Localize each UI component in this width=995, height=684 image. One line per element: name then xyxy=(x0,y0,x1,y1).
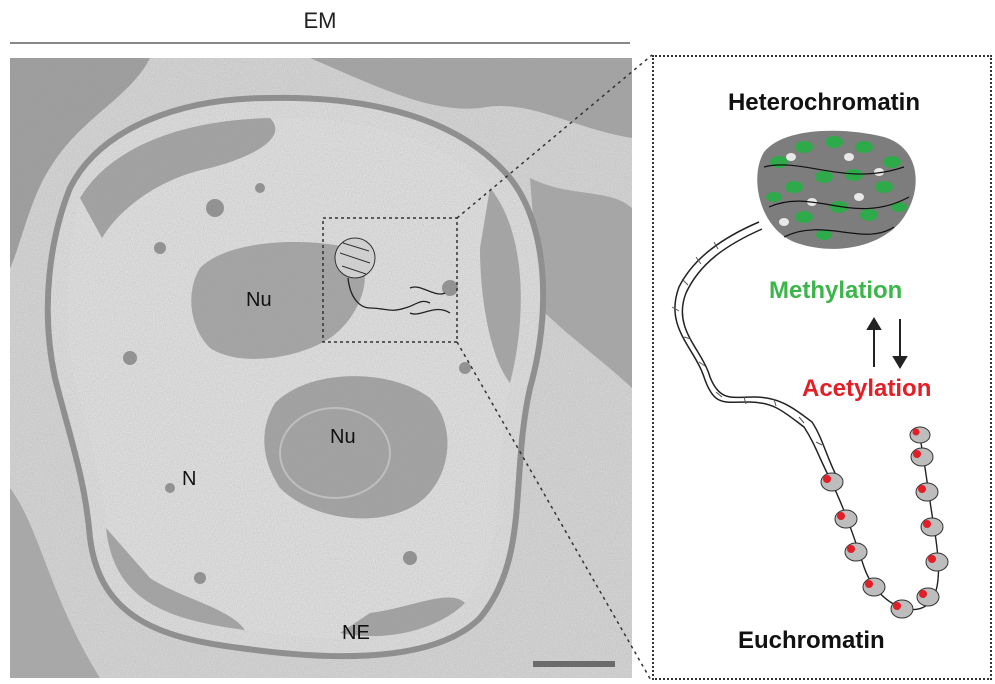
euchromatin-label: Euchromatin xyxy=(738,627,885,654)
up-arrow-icon xyxy=(866,317,882,367)
nucleolus-label-lower: Nu xyxy=(330,426,356,448)
nucleus-label: N xyxy=(182,468,197,490)
em-title: EM xyxy=(303,8,337,33)
nuclear-envelope-label: NE xyxy=(342,622,370,644)
dna-strand xyxy=(674,221,837,478)
euchromatin-beads xyxy=(820,426,949,619)
dna-rungs xyxy=(671,241,823,446)
chromatin-drawing xyxy=(671,130,949,619)
em-title-rule xyxy=(10,42,630,44)
down-arrow-icon xyxy=(892,319,908,369)
nucleolus-label-upper: Nu xyxy=(246,289,272,311)
scale-bar xyxy=(533,661,615,667)
methylation-label: Methylation xyxy=(769,277,903,304)
chromatin-schematic: Heterochromatin Methylation Acetylation … xyxy=(652,55,992,680)
heterochromatin-cluster xyxy=(757,130,916,249)
em-micrograph xyxy=(10,58,632,678)
acetylation-label: Acetylation xyxy=(802,375,932,402)
heterochromatin-label: Heterochromatin xyxy=(727,89,921,116)
